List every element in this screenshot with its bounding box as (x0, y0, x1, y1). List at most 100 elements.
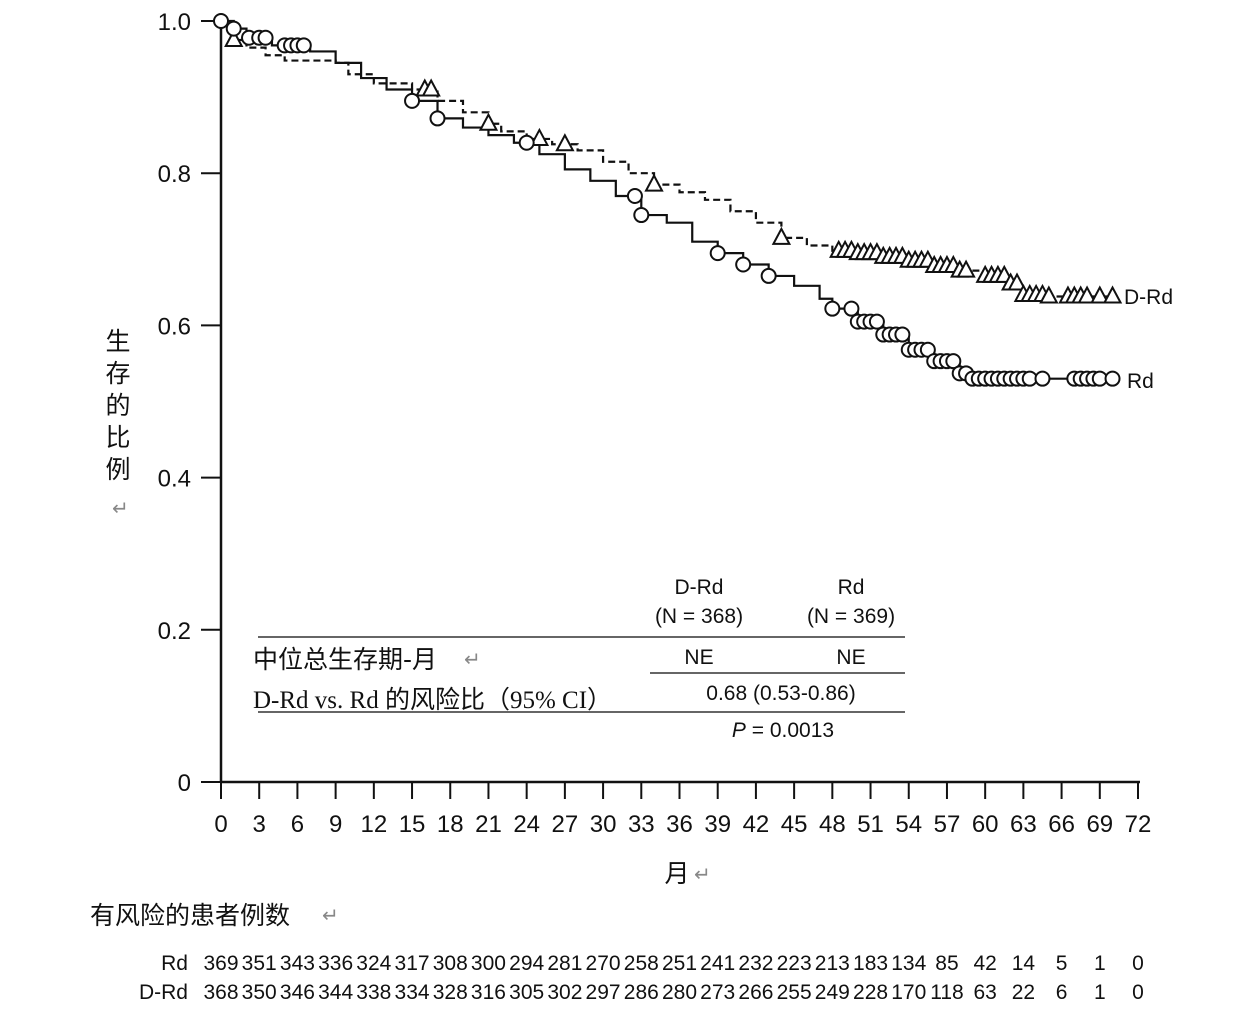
censor-mark-rd (626, 188, 643, 205)
x-tick-label: 3 (253, 811, 266, 838)
series-label-rd: Rd (1127, 370, 1154, 393)
censor-marks (213, 13, 1123, 387)
censor-mark-rd (824, 300, 841, 317)
x-tick-label: 18 (437, 811, 464, 838)
at-risk-value: 338 (356, 981, 391, 1004)
x-axis-label: 月 (664, 859, 689, 888)
at-risk-value: 351 (242, 952, 277, 975)
censor-mark-d-rd (421, 78, 441, 97)
table-cell-median-d-rd: NE (684, 646, 713, 669)
x-tick-label: 45 (781, 811, 808, 838)
y-tick-label: 0.6 (158, 313, 191, 340)
censor-mark-d-rd (1090, 285, 1110, 304)
at-risk-value: 368 (203, 981, 238, 1004)
at-risk-value: 273 (700, 981, 735, 1004)
summary-table: D-Rd (N = 368) Rd (N = 369) 中位总生存期-月 ↵ N… (253, 576, 905, 742)
censor-mark-rd (709, 245, 726, 262)
censor-mark-rd (404, 92, 421, 109)
censor-mark-rd (225, 20, 242, 37)
at-risk-value: 294 (509, 952, 544, 975)
x-tick-label: 6 (291, 811, 304, 838)
x-tick-label: 30 (590, 811, 617, 838)
x-tick-label: 51 (857, 811, 884, 838)
curve-rd (221, 19, 1113, 380)
at-risk-value: 14 (1012, 952, 1036, 975)
at-risk-value: 170 (891, 981, 926, 1004)
censor-mark-d-rd (555, 133, 575, 152)
at-risk-value: 270 (586, 952, 621, 975)
censor-mark-rd (868, 313, 885, 330)
at-risk-value: 369 (203, 952, 238, 975)
at-risk-value: 336 (318, 952, 353, 975)
censor-mark-rd (1034, 370, 1051, 387)
y-tick-label: 0 (178, 770, 191, 797)
at-risk-value: 334 (395, 981, 430, 1004)
at-risk-value: 302 (547, 981, 582, 1004)
at-risk-value: 183 (853, 952, 888, 975)
censor-mark-d-rd (1102, 285, 1123, 304)
at-risk-value: 85 (935, 952, 958, 975)
at-risk-value: 63 (973, 981, 996, 1004)
at-risk-value: 328 (433, 981, 468, 1004)
censor-mark-rd (518, 134, 535, 151)
censor-mark-rd (295, 37, 312, 54)
table-col-rd: Rd (838, 576, 865, 599)
at-risk-value: 5 (1056, 952, 1068, 975)
censor-mark-rd (213, 13, 229, 29)
table-col-d-rd: D-Rd (674, 576, 723, 599)
at-risk-value: 343 (280, 952, 315, 975)
x-tick-label: 66 (1048, 811, 1075, 838)
at-risk-value: 223 (777, 952, 812, 975)
censor-mark-d-rd (224, 28, 244, 48)
at-risk-value: 300 (471, 952, 506, 975)
at-risk-value: 6 (1056, 981, 1068, 1004)
x-tick-label: 72 (1125, 811, 1152, 838)
at-risk-value: 281 (547, 952, 582, 975)
at-risk-value: 118 (930, 981, 963, 1004)
at-risk-value: 297 (586, 981, 621, 1004)
x-tick-label: 21 (475, 811, 502, 838)
y-label-return-mark: ↵ (112, 498, 129, 520)
x-tick-label: 54 (895, 811, 922, 838)
at-risk-value: 317 (395, 952, 430, 975)
p-label: P (732, 719, 746, 742)
x-tick-label: 33 (628, 811, 655, 838)
x-tick-label: 36 (666, 811, 693, 838)
y-tick-label: 0.8 (158, 161, 191, 188)
y-tick-label: 0.4 (158, 466, 191, 493)
x-tick-label: 24 (513, 811, 540, 838)
at-risk-value: 22 (1012, 981, 1035, 1004)
x-tick-label: 42 (743, 811, 770, 838)
censor-mark-rd (1104, 370, 1121, 387)
table-cell-hr: 0.68 (0.53-0.86) (706, 682, 855, 705)
censor-mark-d-rd (478, 112, 499, 131)
censor-mark-d-rd (529, 127, 550, 146)
at-risk-value: 213 (815, 952, 850, 975)
at-risk-value: 228 (853, 981, 888, 1004)
x-tick-label: 63 (1010, 811, 1037, 838)
at-risk-value: 308 (433, 952, 468, 975)
x-tick-label: 15 (399, 811, 426, 838)
censor-mark-d-rd (1077, 285, 1097, 304)
x-tick-label: 69 (1086, 811, 1113, 838)
at-risk-value: 1 (1094, 981, 1106, 1004)
at-risk-row-label: D-Rd (139, 981, 188, 1004)
table-row-median-label: 中位总生存期-月 (253, 645, 437, 674)
at-risk-value: 258 (624, 952, 659, 975)
censor-mark-d-rd (1039, 285, 1059, 304)
x-label-return-mark: ↵ (694, 864, 711, 886)
table-col-d-rd-n: (N = 368) (655, 605, 743, 628)
y-tick-label: 0.2 (158, 618, 191, 645)
at-risk-value: 316 (471, 981, 506, 1004)
censor-mark-rd (760, 267, 777, 284)
at-risk-value: 266 (738, 981, 773, 1004)
table-row-return-mark-1: ↵ (464, 649, 481, 671)
at-risk-value: 286 (624, 981, 659, 1004)
censor-mark-rd (429, 110, 446, 127)
x-tick-label: 0 (214, 811, 227, 838)
censor-mark-rd (257, 29, 274, 46)
censor-mark-d-rd (956, 259, 976, 278)
p-value: = 0.0013 (746, 719, 834, 742)
censor-mark-d-rd (644, 173, 664, 192)
x-tick-label: 57 (934, 811, 961, 838)
